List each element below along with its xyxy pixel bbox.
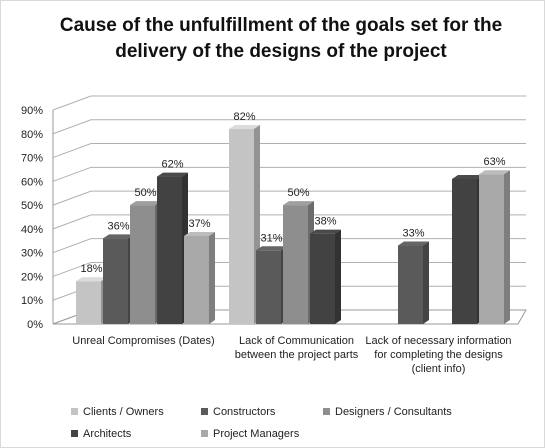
y-tick-label: 50% (21, 200, 43, 212)
x-tick-label: Unreal Compromises (Dates) (72, 335, 215, 347)
y-tick-label: 80% (21, 129, 43, 141)
grid-line (52, 238, 526, 254)
data-label: 36% (107, 220, 129, 232)
bar-top (283, 201, 314, 206)
data-label: 50% (134, 187, 156, 199)
data-label: 50% (287, 187, 309, 199)
y-tick-label: 20% (21, 271, 43, 283)
y-tick-label: 60% (21, 176, 43, 188)
bar-top (256, 246, 287, 251)
bar (283, 205, 308, 324)
data-label: 37% (188, 218, 210, 230)
bar (398, 245, 423, 324)
data-label: 38% (314, 216, 336, 228)
bar (157, 176, 182, 324)
bar-top (452, 174, 483, 179)
bar (103, 238, 128, 324)
y-tick-label: 40% (21, 224, 43, 236)
legend-swatch (201, 430, 208, 437)
y-tick-label: 0% (27, 319, 43, 331)
legend-label: Clients / Owners (83, 406, 164, 418)
y-tick-label: 30% (21, 248, 43, 260)
x-tick-label: Lack of Communication between the projec… (234, 335, 359, 361)
bar-top (103, 234, 134, 239)
grid-line (52, 214, 526, 230)
bar-top (229, 125, 260, 130)
grid-line (52, 95, 526, 111)
legend-label: Architects (83, 428, 132, 440)
grid-line (52, 261, 526, 277)
legend-swatch (71, 430, 78, 437)
data-label: 33% (402, 228, 424, 240)
bar (452, 178, 477, 324)
grid-line (52, 143, 526, 159)
y-tick-label: 70% (21, 153, 43, 165)
data-label: 63% (483, 156, 505, 168)
data-label: 31% (260, 232, 282, 244)
y-tick-label: 90% (21, 105, 43, 117)
legend-swatch (71, 408, 78, 415)
bar-top (398, 241, 429, 246)
bar (130, 205, 155, 324)
bar (184, 236, 209, 324)
legend-label: Constructors (213, 406, 276, 418)
bar-side (209, 232, 215, 324)
bar (479, 174, 504, 324)
bar (310, 233, 335, 324)
bar (229, 129, 254, 324)
grid-line (52, 119, 526, 135)
bar-side (504, 170, 510, 324)
data-label: 82% (233, 111, 255, 123)
data-label: 62% (161, 159, 183, 171)
bar (256, 250, 281, 324)
legend-swatch (323, 408, 330, 415)
legend-swatch (201, 408, 208, 415)
bar-top (130, 201, 161, 206)
data-label: 18% (80, 263, 102, 275)
bar-top (310, 229, 341, 234)
bar (76, 281, 101, 324)
y-tick-label: 10% (21, 295, 43, 307)
legend-label: Project Managers (213, 428, 300, 440)
chart-title: Cause of the unfulfillment of the goals … (59, 15, 503, 62)
bar-side (423, 241, 429, 324)
bar-top (184, 232, 215, 237)
bar-top (157, 172, 188, 177)
legend-label: Designers / Consultants (335, 406, 452, 418)
bar-top (479, 170, 510, 175)
grid-line (52, 166, 526, 182)
bar-side (335, 229, 341, 324)
x-tick-label: Lack of necessary information for comple… (365, 335, 512, 375)
bar-top (76, 277, 107, 282)
grid-line (52, 190, 526, 206)
